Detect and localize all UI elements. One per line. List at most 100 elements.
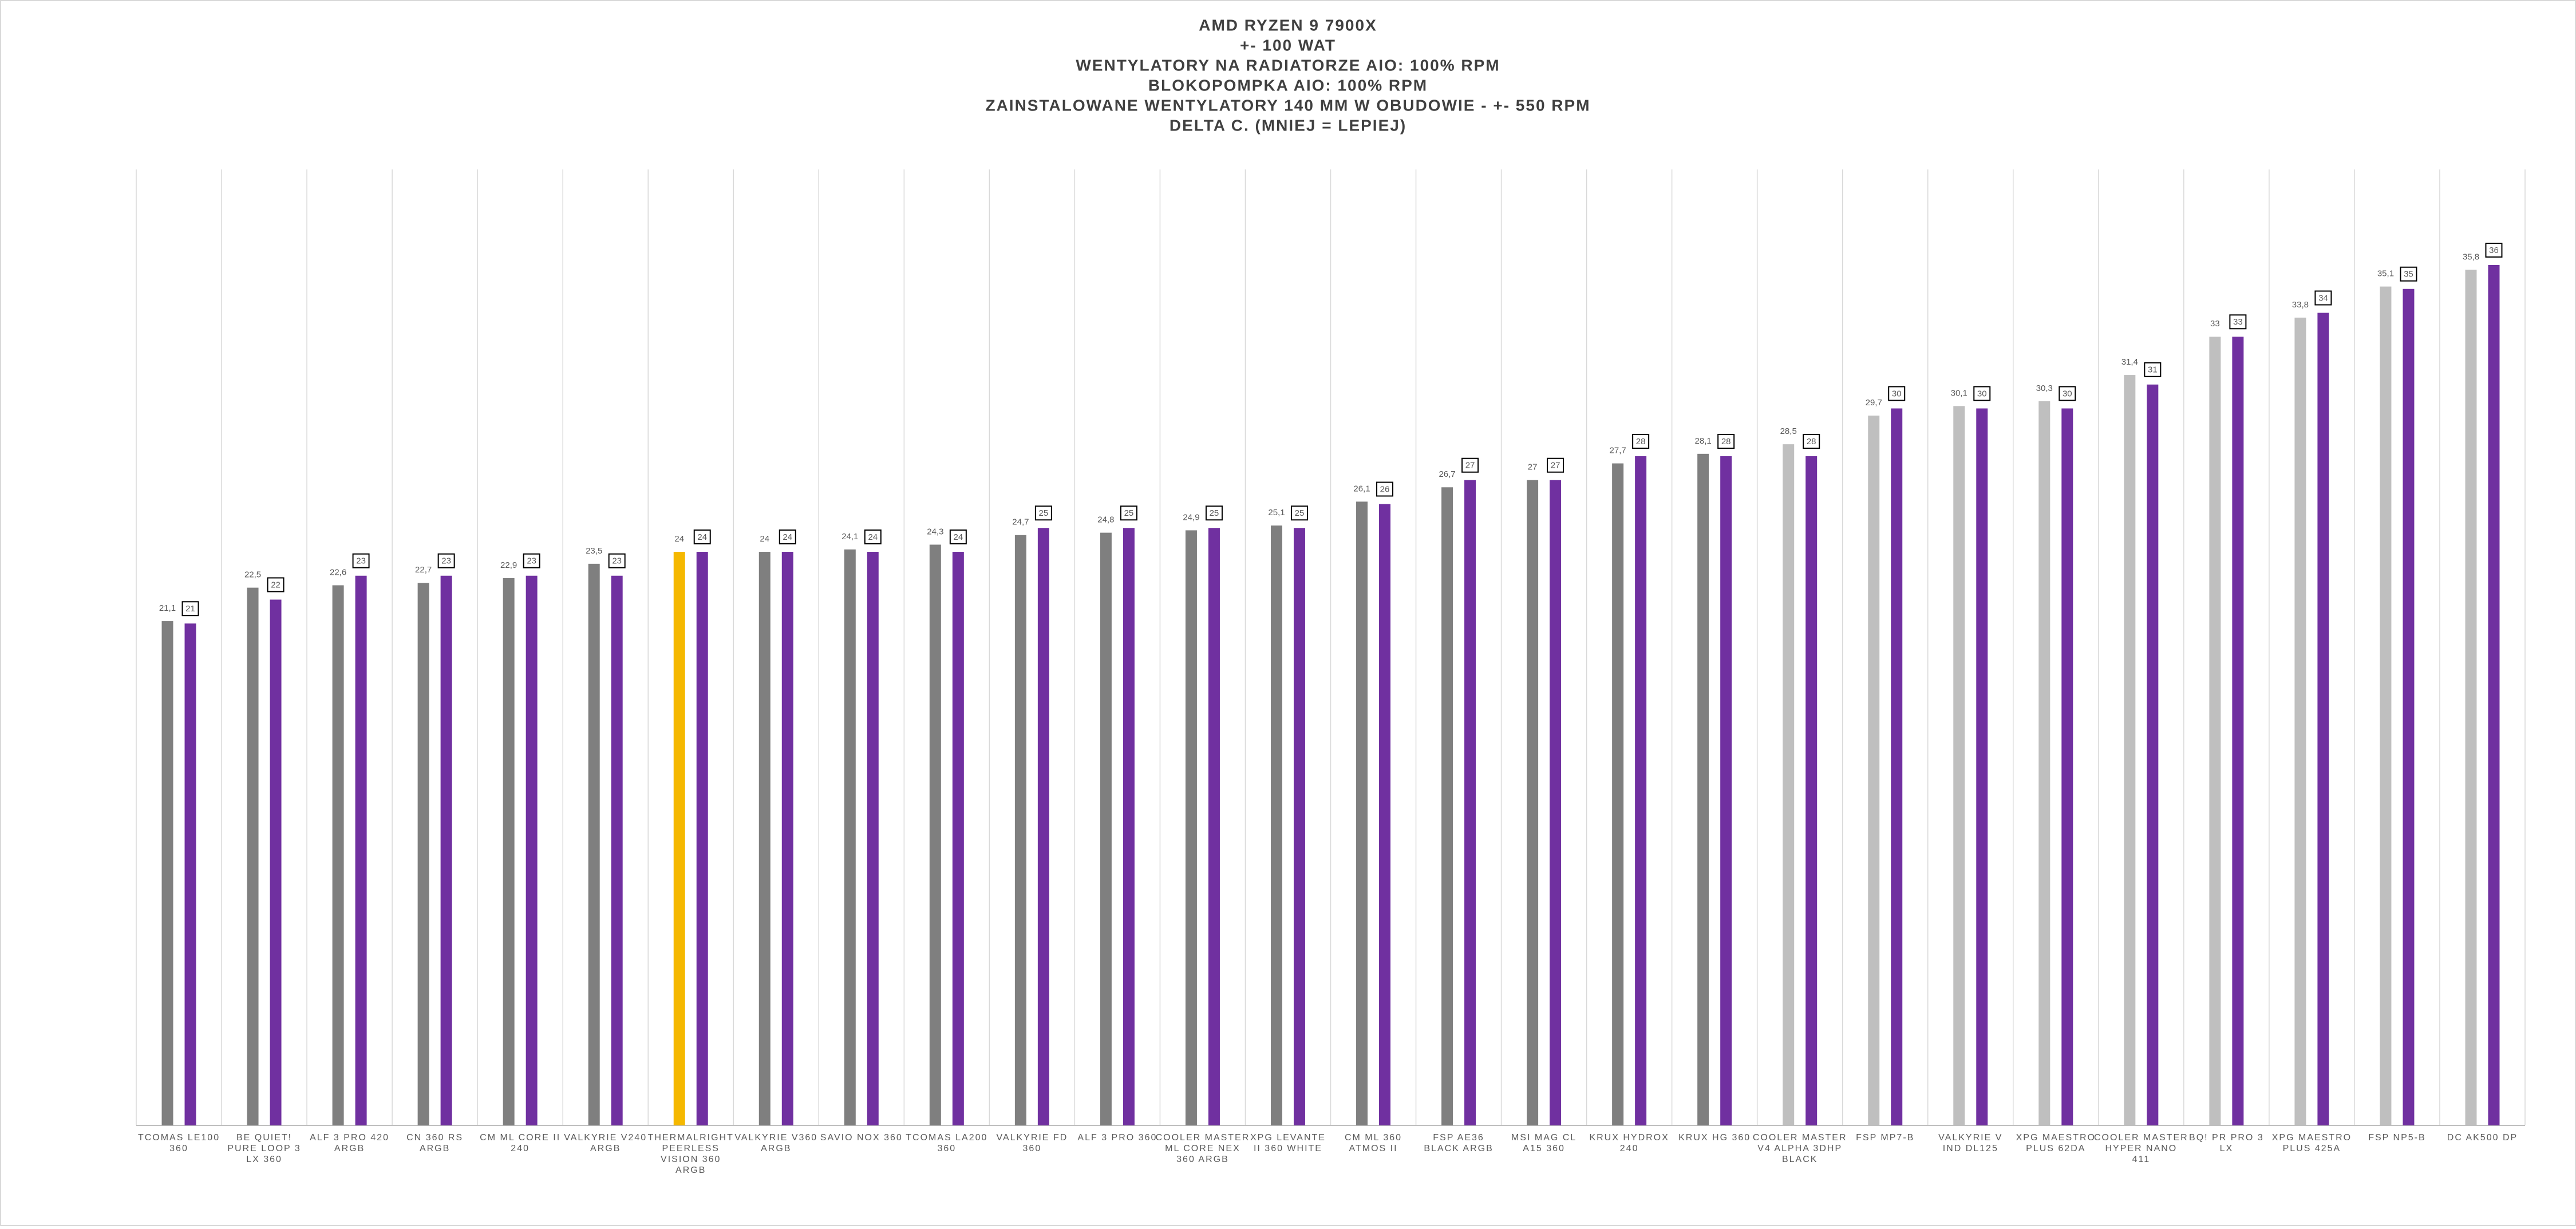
bar xyxy=(1014,535,1026,1125)
data-label-box xyxy=(2314,290,2332,306)
bar xyxy=(1720,456,1732,1125)
data-label-box xyxy=(1973,386,1991,401)
x-tick-label: KRUX HYDROX 240 xyxy=(1589,1133,1669,1153)
x-tick-label: XPG MAESTRO PLUS 425A xyxy=(2272,1133,2352,1153)
bar xyxy=(1441,487,1453,1125)
data-label: 24,9 xyxy=(1183,512,1199,522)
data-label-box xyxy=(352,553,370,568)
x-tick-label: CM ML 360 ATMOS II xyxy=(1345,1133,1402,1153)
bar xyxy=(1891,408,1903,1125)
bar xyxy=(1635,456,1647,1125)
bar xyxy=(2488,265,2500,1125)
data-label-box xyxy=(779,529,796,544)
data-label: 30 xyxy=(1977,389,1987,398)
data-label-box xyxy=(1376,481,1394,497)
data-label-box xyxy=(1034,505,1052,521)
bar xyxy=(1356,501,1368,1126)
chart-title: ZAINSTALOWANE WENTYLATORY 140 MM W OBUDO… xyxy=(985,96,1590,114)
data-label: 31,4 xyxy=(2121,357,2138,367)
data-label: 31 xyxy=(2148,365,2158,375)
data-label: 29,7 xyxy=(1866,398,1882,408)
data-label: 35,8 xyxy=(2463,252,2479,262)
data-label-box xyxy=(949,529,967,544)
data-label-box xyxy=(1120,505,1137,521)
data-label: 34 xyxy=(2318,293,2328,303)
x-tick-label: VALKYRIE V360 ARGB xyxy=(734,1133,817,1153)
chart-title: AMD RYZEN 9 7900X xyxy=(1199,16,1377,34)
bar xyxy=(2209,337,2221,1125)
bar xyxy=(1868,416,1880,1125)
data-label: 27 xyxy=(1465,461,1475,471)
bar xyxy=(270,599,282,1125)
data-label: 25 xyxy=(1210,508,1219,518)
data-label: 25 xyxy=(1124,508,1134,518)
bar xyxy=(440,575,452,1125)
data-label: 25 xyxy=(1295,508,1305,518)
x-tick-label: DC AK500 DP xyxy=(2447,1133,2518,1143)
bar xyxy=(1037,528,1049,1125)
data-label-box xyxy=(864,529,882,544)
bar xyxy=(1464,480,1476,1125)
x-tick-label: TCOMAS LA200 360 xyxy=(906,1133,987,1153)
bar xyxy=(952,552,964,1125)
x-tick-label: XPG MAESTRO PLUS 62DA xyxy=(2016,1133,2096,1153)
x-tick-label: ALF 3 PRO 420 ARGB xyxy=(310,1133,389,1153)
bar xyxy=(2465,270,2477,1126)
data-label-box xyxy=(2144,362,2162,377)
bar xyxy=(1100,532,1112,1125)
bar xyxy=(503,578,515,1125)
chart-title: +- 100 WAT xyxy=(1240,36,1336,54)
data-label: 27,7 xyxy=(1610,445,1626,455)
bar xyxy=(2403,289,2415,1125)
bar xyxy=(2147,384,2159,1125)
data-label: 24 xyxy=(760,534,769,544)
x-tick-label: VALKYRIE FD 360 xyxy=(996,1133,1068,1153)
bar xyxy=(2061,408,2073,1125)
data-label: 33 xyxy=(2233,317,2243,327)
data-label: 28 xyxy=(1807,437,1816,446)
data-label: 25,1 xyxy=(1268,508,1285,517)
data-label: 26 xyxy=(1380,484,1390,494)
data-label: 24 xyxy=(868,532,878,542)
bar xyxy=(929,544,941,1125)
x-tick-label: FSP MP7-B xyxy=(1856,1133,1914,1143)
bar xyxy=(247,587,259,1125)
bar xyxy=(1185,530,1197,1125)
x-tick-label: ALF 3 PRO 360 xyxy=(1077,1133,1157,1143)
data-label-box xyxy=(1205,505,1223,521)
data-label: 35,1 xyxy=(2377,269,2394,279)
x-tick-label: MSI MAG CL A15 360 xyxy=(1511,1133,1577,1153)
data-label-box xyxy=(608,553,626,568)
data-label-box xyxy=(181,601,199,617)
data-label: 21 xyxy=(185,604,195,614)
x-tick-label: COOLER MASTER V4 ALPHA 3DHP BLACK xyxy=(1753,1133,1847,1164)
data-label-box xyxy=(1547,457,1564,473)
bar xyxy=(673,552,685,1125)
data-label: 24 xyxy=(783,532,792,542)
bar xyxy=(2380,286,2392,1126)
x-tick-label: COOLER MASTER ML CORE NEX 360 ARGB xyxy=(1156,1133,1250,1164)
data-label: 30,1 xyxy=(1951,388,1967,398)
x-tick-label: XPG LEVANTE II 360 WHITE xyxy=(1250,1133,1326,1153)
bar xyxy=(355,575,367,1125)
x-tick-label: FSP NP5-B xyxy=(2368,1133,2425,1143)
chart-title: DELTA C. (MNIEJ = LEPIEJ) xyxy=(1170,116,1406,134)
data-label: 28 xyxy=(1636,437,1646,446)
bar xyxy=(696,552,708,1125)
bar xyxy=(2124,375,2136,1125)
x-tick-label: BE QUIET! PURE LOOP 3 LX 360 xyxy=(227,1133,301,1164)
data-label: 33 xyxy=(2210,319,2220,329)
x-tick-label: SAVIO NOX 360 xyxy=(820,1133,903,1143)
data-label: 22,7 xyxy=(415,565,432,575)
data-label: 24,8 xyxy=(1097,515,1114,525)
data-label: 22,6 xyxy=(330,567,346,577)
bar xyxy=(1379,504,1391,1125)
data-label-box xyxy=(1803,434,1820,449)
bar xyxy=(1550,480,1562,1125)
data-label: 24,1 xyxy=(841,532,858,542)
bar xyxy=(867,552,879,1125)
bar xyxy=(1293,528,1305,1125)
data-label: 28,1 xyxy=(1695,436,1712,446)
